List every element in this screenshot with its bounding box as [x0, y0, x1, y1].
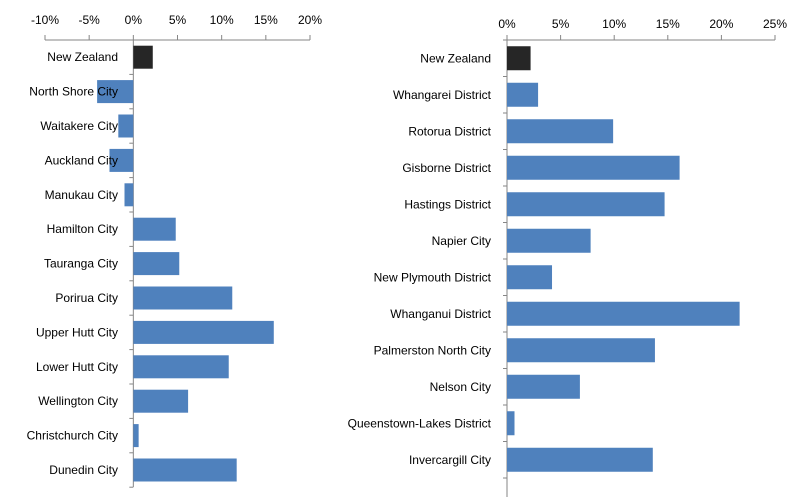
bar: [507, 155, 680, 180]
category-label: Christchurch City: [27, 429, 118, 443]
chart-1: -10% -5% 0% 5% 10% 15% 20% New Zealand North Sho…: [27, 13, 322, 488]
category-label: Manukau City: [45, 188, 118, 202]
bar: [133, 45, 153, 69]
x-tick-label: 0%: [498, 17, 516, 31]
x-tick-label: -5%: [78, 13, 100, 27]
category-label: Upper Hutt City: [36, 325, 118, 339]
x-tick-label: -10%: [31, 13, 59, 27]
bar: [507, 46, 531, 71]
bar: [507, 119, 614, 144]
bar: [133, 252, 180, 276]
x-tick-label: 10%: [210, 13, 234, 27]
bar: [133, 355, 229, 379]
bar: [97, 80, 134, 104]
category-label: Waitakere City: [40, 119, 118, 133]
bar: [124, 183, 134, 207]
x-tick-label: 15%: [254, 13, 278, 27]
category-label: Auckland City: [45, 153, 118, 167]
x-tick-label: 15%: [656, 17, 680, 31]
category-label: Queenstown-Lakes District: [348, 416, 492, 430]
category-label: Gisborne District: [402, 161, 491, 175]
category-label: Hamilton City: [47, 222, 118, 236]
bar: [133, 320, 274, 344]
x-tick-label: 10%: [602, 17, 626, 31]
category-label: Tauranga City: [44, 257, 118, 271]
category-label: Rotorua District: [408, 124, 491, 138]
category-label: Nelson City: [430, 380, 491, 394]
x-tick-label: 5%: [169, 13, 187, 27]
x-tick-label: 20%: [298, 13, 322, 27]
bar: [507, 338, 655, 363]
category-label: Napier City: [432, 234, 491, 248]
bar: [507, 265, 553, 290]
x-tick-label: 25%: [763, 17, 787, 31]
category-label: Lower Hutt City: [36, 360, 118, 374]
category-label: Whangarei District: [393, 88, 492, 102]
x-tick-label: 0%: [125, 13, 143, 27]
bar: [109, 148, 134, 172]
category-label: Whanganui District: [390, 307, 491, 321]
bar: [507, 411, 515, 436]
category-label: New Zealand: [47, 50, 118, 64]
bar: [507, 192, 665, 217]
bar: [507, 374, 580, 399]
bar: [133, 286, 233, 310]
category-label: New Zealand: [420, 51, 491, 65]
bar: [133, 217, 176, 241]
category-label: New Plymouth District: [374, 270, 492, 284]
category-label: Dunedin City: [49, 463, 118, 477]
category-label: Palmerston North City: [374, 343, 491, 357]
category-label: Porirua City: [55, 291, 118, 305]
category-label: North Shore City: [29, 85, 118, 99]
category-label: Invercargill City: [409, 453, 491, 467]
category-label: Hastings District: [404, 197, 491, 211]
bar: [118, 114, 134, 138]
bar: [133, 458, 237, 482]
bar: [133, 424, 139, 448]
chart-2: 0% 5% 10% 15% 20% 25% New Zealand Whangarei Dis…: [348, 17, 787, 497]
x-tick-label: 5%: [552, 17, 570, 31]
bar: [133, 389, 189, 413]
bar: [507, 301, 740, 326]
bar: [507, 82, 539, 107]
bar: [507, 228, 591, 253]
category-label: Wellington City: [38, 394, 118, 408]
x-tick-label: 20%: [709, 17, 733, 31]
bar: [507, 447, 653, 472]
